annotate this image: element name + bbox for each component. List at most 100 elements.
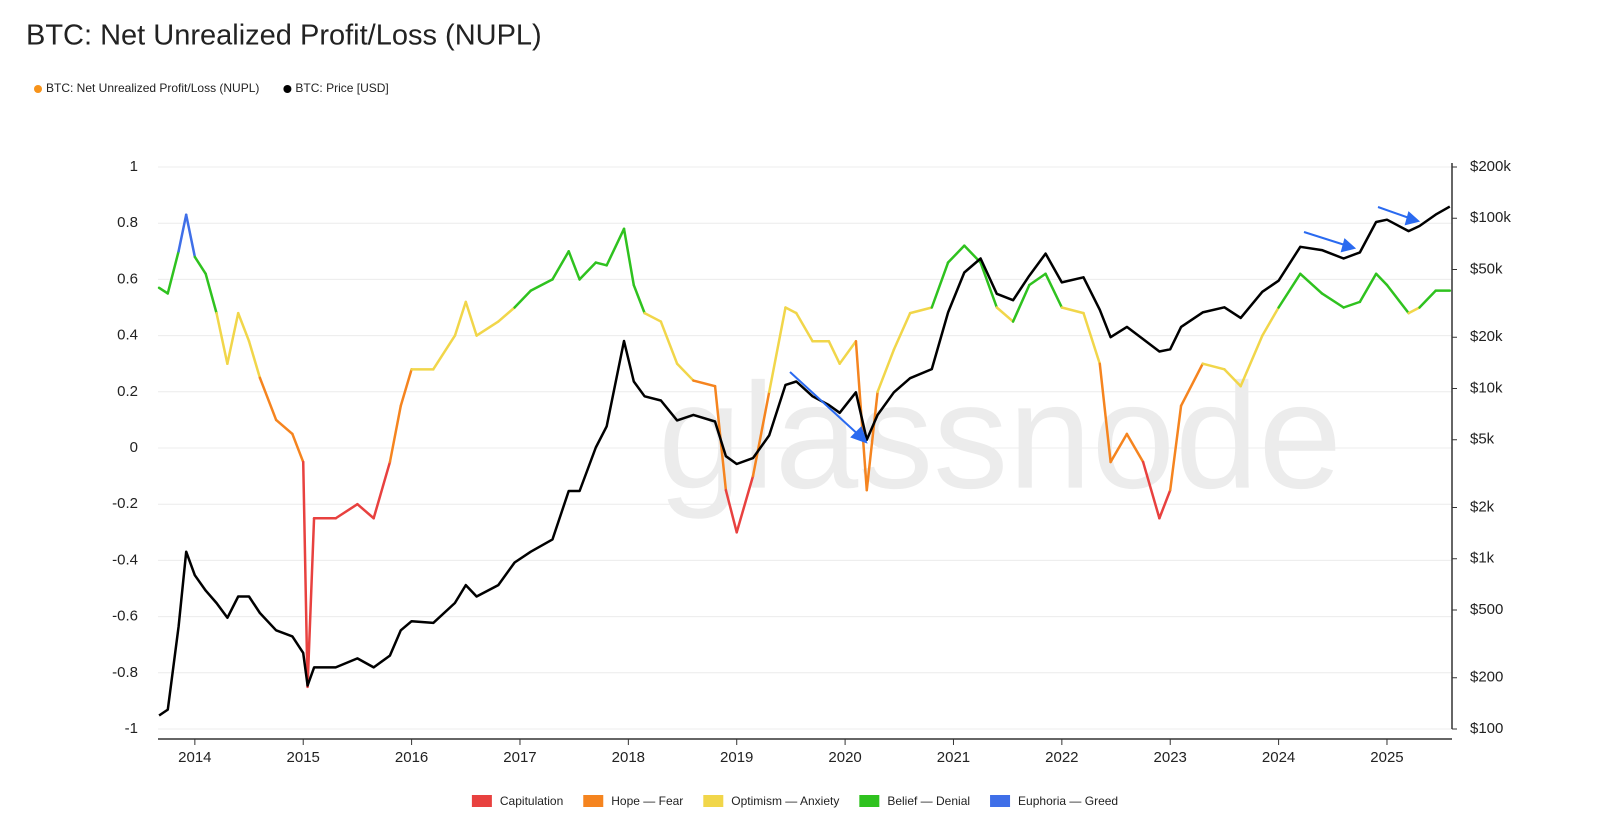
arrow	[1377, 206, 1413, 220]
nupl-segment	[1125, 432, 1145, 464]
nupl-segment	[529, 278, 554, 292]
y-tick-label: 0	[130, 439, 138, 456]
x-tick-label: 2021	[937, 749, 970, 766]
nupl-segment	[1201, 362, 1226, 371]
price-line	[158, 205, 1451, 717]
nupl-segment	[865, 390, 879, 492]
nupl-segment	[157, 286, 170, 295]
nupl-segment	[166, 250, 180, 295]
nupl-segment	[632, 283, 646, 315]
legend-label: Belief — Denial	[887, 794, 970, 808]
x-tick-label: 2024	[1262, 749, 1295, 766]
nupl-segment	[551, 250, 570, 281]
nupl-segment	[226, 311, 240, 365]
legend-swatch	[471, 795, 492, 807]
x-tick-label: 2017	[503, 749, 536, 766]
nupl-segment	[193, 255, 207, 276]
y-tick-label: 0.2	[117, 383, 138, 400]
y-tick-label: 0.8	[117, 214, 138, 231]
nupl-segment	[1109, 432, 1129, 464]
nupl-segment	[1168, 404, 1183, 492]
legend-marker	[283, 85, 292, 93]
nupl-segment	[1060, 306, 1085, 315]
nupl-segment	[795, 311, 814, 343]
nupl-segment	[301, 460, 309, 689]
nupl-segment	[274, 418, 294, 436]
nupl-segment	[204, 272, 218, 315]
y2-tick-label: $50k	[1470, 260, 1503, 277]
legend-swatch	[703, 795, 724, 807]
x-tick-label: 2023	[1154, 749, 1187, 766]
nupl-segment	[372, 460, 392, 520]
nupl-segment	[258, 376, 278, 422]
annotation-arrows	[789, 206, 1421, 444]
arrow	[1303, 231, 1349, 247]
arrow-head	[1340, 238, 1357, 253]
nupl-segment	[692, 379, 717, 388]
nupl-segment	[1277, 272, 1302, 309]
nupl-segment	[643, 311, 663, 323]
nupl-segment	[567, 250, 581, 281]
nupl-segment	[675, 362, 695, 382]
nupl-segment	[1098, 362, 1112, 464]
nupl-segment	[838, 339, 858, 365]
legend-label: Euphoria — Greed	[1018, 794, 1118, 808]
nupl-segment	[995, 306, 1015, 323]
nupl-segment	[291, 432, 305, 464]
nupl-segment	[1261, 306, 1280, 337]
nupl-segment	[751, 390, 771, 478]
nupl-segment	[399, 368, 413, 408]
legend-label: Optimism — Anxiety	[731, 794, 839, 808]
y-tick-label: -1	[125, 720, 138, 737]
nupl-segment	[432, 334, 457, 371]
y-tick-label: 1	[130, 158, 138, 175]
nupl-segment	[1320, 292, 1345, 309]
nupl-segment	[1179, 362, 1204, 408]
y-tick-label: -0.2	[112, 495, 138, 512]
nupl-segment	[1385, 283, 1410, 315]
y2-tick-label: $5k	[1470, 431, 1495, 448]
nupl-segment	[578, 261, 598, 281]
nupl-segment	[979, 261, 999, 309]
nupl-segment	[475, 320, 500, 337]
y-tick-label: 0.6	[117, 270, 138, 287]
nupl-segment	[215, 311, 229, 365]
nupl-segment	[908, 306, 934, 315]
nupl-segment	[247, 339, 262, 379]
nupl-segment	[784, 306, 798, 315]
x-tick-label: 2022	[1045, 749, 1078, 766]
legend-swatch	[990, 795, 1011, 807]
y2-tick-label: $10k	[1470, 379, 1503, 396]
nupl-segment	[1011, 283, 1031, 323]
y-tick-label: -0.4	[112, 551, 138, 568]
nupl-segment	[892, 311, 912, 351]
nupl-segment	[1082, 311, 1102, 365]
y2-tick-label: $100k	[1470, 209, 1511, 226]
nupl-segment	[1407, 306, 1421, 315]
x-tick-label: 2016	[395, 749, 428, 766]
nupl-segment	[1239, 334, 1264, 388]
y2-tick-label: $200	[1470, 669, 1503, 686]
plot-area: -1 -0.8 -0.6 -0.4 -0.2 0 0.2 0.4 0.6 0.8 1 $100 $200…	[112, 158, 1511, 766]
x-tick-label: 2014	[178, 749, 211, 766]
legend-label: Hope — Fear	[611, 794, 683, 808]
x-tick-label: 2020	[828, 749, 861, 766]
nupl-segment	[1044, 272, 1064, 309]
nupl-segment	[876, 348, 896, 394]
nupl-segment	[946, 244, 966, 264]
nupl-segment	[334, 502, 359, 520]
nupl-segment	[827, 339, 841, 365]
legend-label: BTC: Price [USD]	[295, 81, 388, 95]
nupl-segment	[622, 227, 636, 287]
arrow-head	[1404, 211, 1421, 226]
y2-tick-label: $500	[1470, 601, 1503, 618]
nupl-segment	[306, 517, 316, 689]
legend-label: BTC: Net Unrealized Profit/Loss (NUPL)	[46, 81, 259, 95]
x-tick-label: 2018	[612, 749, 645, 766]
nupl-segment	[177, 213, 188, 253]
y-tick-label: -0.8	[112, 664, 138, 681]
nupl-segment	[1028, 272, 1047, 287]
nupl-segment	[1342, 300, 1362, 309]
nupl-segment	[464, 300, 478, 337]
